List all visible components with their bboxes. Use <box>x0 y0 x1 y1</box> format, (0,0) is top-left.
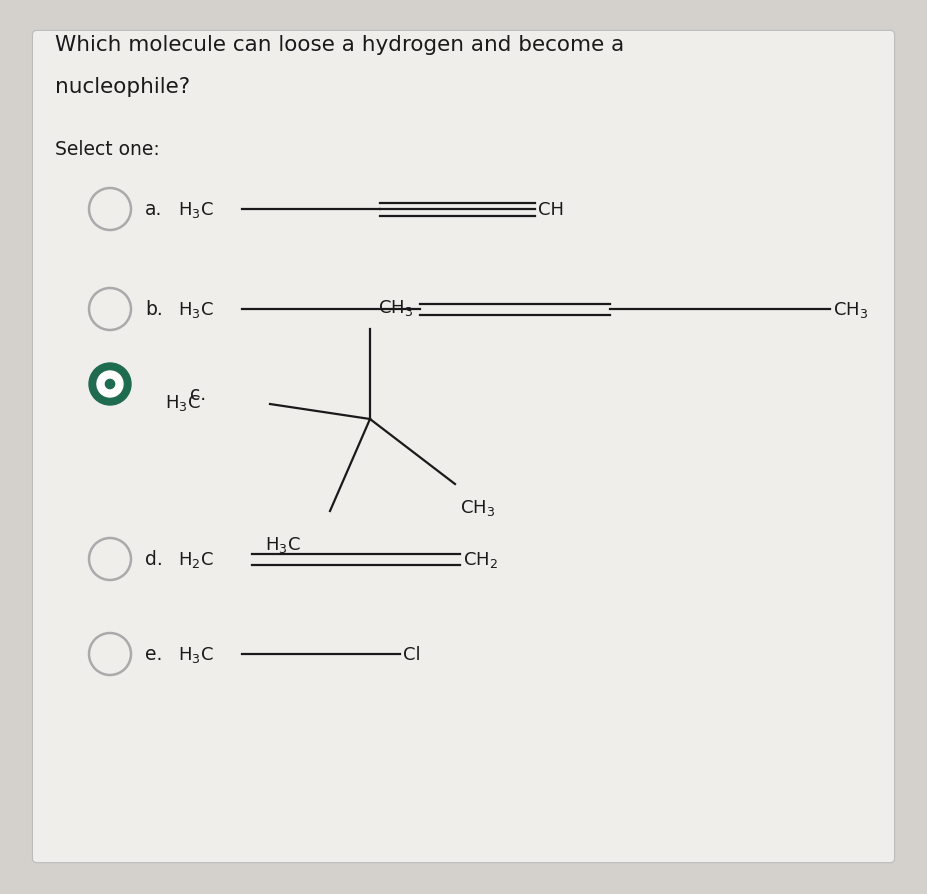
Text: c.: c. <box>190 385 206 404</box>
Text: CH$_3$: CH$_3$ <box>833 299 869 320</box>
Circle shape <box>89 364 131 406</box>
Text: b.: b. <box>145 300 163 319</box>
Text: Select one:: Select one: <box>55 139 159 159</box>
Text: H$_3$C: H$_3$C <box>265 535 300 554</box>
Text: H$_3$C: H$_3$C <box>178 199 214 220</box>
Text: CH$_3$: CH$_3$ <box>460 497 495 518</box>
Text: Which molecule can loose a hydrogen and become a: Which molecule can loose a hydrogen and … <box>55 35 624 55</box>
Text: Cl: Cl <box>403 645 421 663</box>
Text: nucleophile?: nucleophile? <box>55 77 190 97</box>
Text: H$_3$C: H$_3$C <box>165 392 201 412</box>
Text: CH$_2$: CH$_2$ <box>463 550 498 569</box>
Circle shape <box>97 372 123 398</box>
Text: H$_3$C: H$_3$C <box>178 299 214 320</box>
Text: CH: CH <box>538 201 564 219</box>
Text: e.: e. <box>145 645 162 663</box>
Text: CH$_3$: CH$_3$ <box>378 298 413 317</box>
Text: a.: a. <box>145 200 162 219</box>
Circle shape <box>106 380 115 389</box>
Text: d.: d. <box>145 550 163 569</box>
Text: H$_3$C: H$_3$C <box>178 645 214 664</box>
Text: H$_2$C: H$_2$C <box>178 550 214 569</box>
